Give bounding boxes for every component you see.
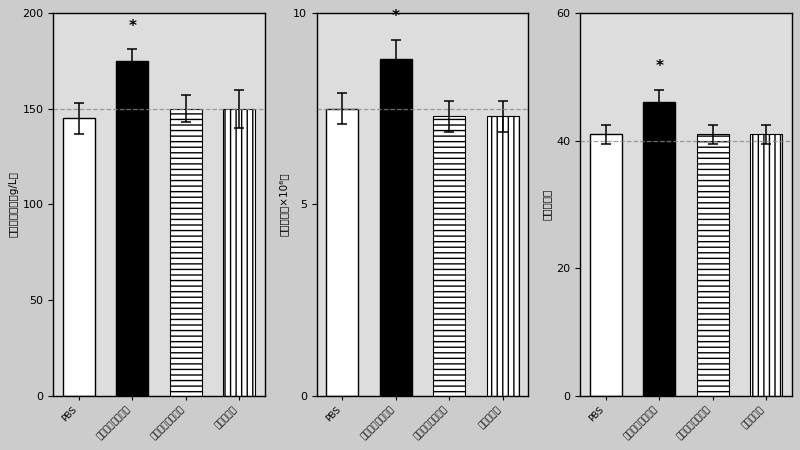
- Text: *: *: [392, 9, 400, 24]
- Bar: [697, 134, 729, 396]
- Bar: [380, 59, 412, 396]
- Bar: [433, 117, 466, 396]
- Y-axis label: 红细胞压积: 红细胞压积: [542, 189, 552, 220]
- Y-axis label: 红细胞数（×10⁶）: 红细胞数（×10⁶）: [279, 173, 289, 236]
- Bar: [116, 61, 149, 396]
- Bar: [170, 108, 202, 396]
- Bar: [63, 118, 95, 396]
- Text: *: *: [655, 59, 663, 74]
- Bar: [750, 134, 782, 396]
- Bar: [326, 108, 358, 396]
- Bar: [590, 134, 622, 396]
- Bar: [223, 108, 255, 396]
- Text: *: *: [128, 19, 136, 34]
- Bar: [486, 117, 518, 396]
- Bar: [643, 102, 675, 396]
- Y-axis label: 血红蛋白含量（g/L）: 血红蛋白含量（g/L）: [8, 171, 18, 237]
